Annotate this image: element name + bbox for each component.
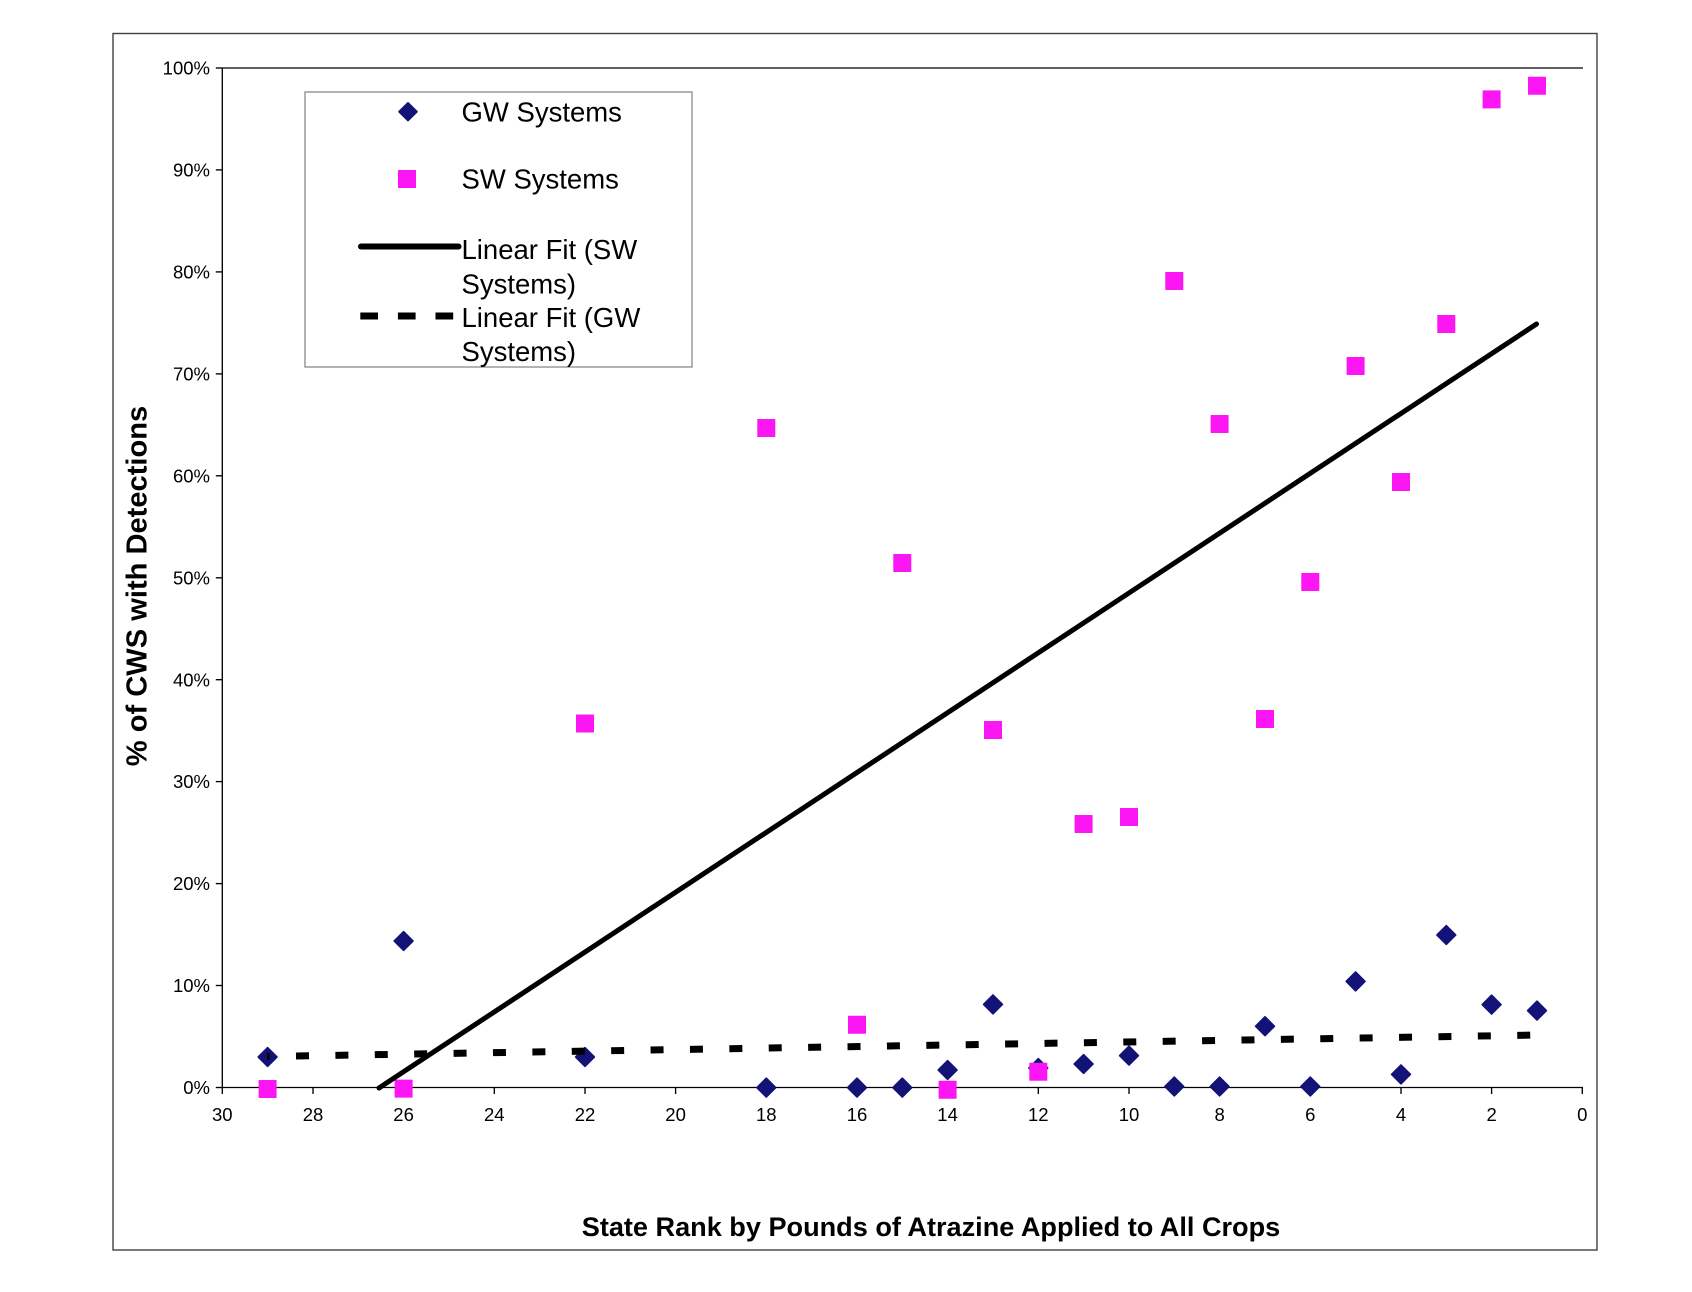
svg-text:50%: 50%	[173, 567, 210, 588]
svg-text:12: 12	[1028, 1104, 1049, 1125]
svg-text:28: 28	[303, 1104, 324, 1125]
svg-text:State Rank by Pounds of Atrazi: State Rank by Pounds of Atrazine Applied…	[582, 1211, 1280, 1242]
svg-text:18: 18	[756, 1104, 777, 1125]
svg-text:2: 2	[1486, 1104, 1496, 1125]
svg-text:% of CWS with Detections: % of CWS with Detections	[122, 406, 154, 766]
svg-text:10%: 10%	[173, 975, 210, 996]
svg-text:GW Systems: GW Systems	[462, 96, 622, 127]
svg-text:40%: 40%	[173, 669, 210, 690]
svg-text:4: 4	[1396, 1104, 1406, 1125]
svg-text:24: 24	[484, 1104, 505, 1125]
svg-text:6: 6	[1305, 1104, 1315, 1125]
svg-text:Systems): Systems)	[462, 336, 577, 367]
svg-text:10: 10	[1119, 1104, 1140, 1125]
svg-text:30%: 30%	[173, 771, 210, 792]
svg-text:0: 0	[1577, 1104, 1587, 1125]
svg-text:Systems): Systems)	[462, 269, 577, 300]
svg-text:26: 26	[393, 1104, 414, 1125]
svg-text:SW Systems: SW Systems	[462, 164, 619, 195]
svg-text:60%: 60%	[173, 465, 210, 486]
svg-text:100%: 100%	[163, 58, 210, 79]
svg-text:30: 30	[212, 1104, 233, 1125]
svg-text:8: 8	[1214, 1104, 1224, 1125]
svg-text:0%: 0%	[183, 1077, 210, 1098]
svg-text:Linear Fit (GW: Linear Fit (GW	[462, 302, 641, 333]
svg-text:20: 20	[665, 1104, 686, 1125]
svg-text:80%: 80%	[173, 262, 210, 283]
svg-text:16: 16	[847, 1104, 868, 1125]
svg-text:14: 14	[937, 1104, 958, 1125]
svg-text:90%: 90%	[173, 160, 210, 181]
svg-text:Linear Fit (SW: Linear Fit (SW	[462, 234, 638, 265]
svg-text:22: 22	[575, 1104, 596, 1125]
svg-text:20%: 20%	[173, 873, 210, 894]
svg-text:70%: 70%	[173, 364, 210, 385]
